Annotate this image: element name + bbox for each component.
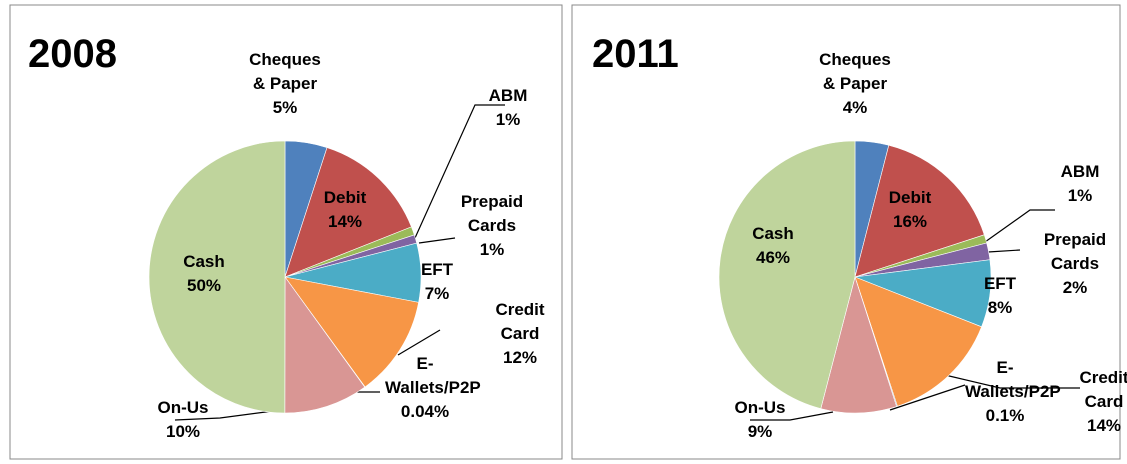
data-label: Debit 14% <box>305 186 385 234</box>
value-label: 0.1% <box>985 406 1025 425</box>
data-label: EFT 8% <box>960 272 1040 320</box>
category-label: EFT <box>983 274 1017 293</box>
panel <box>9 4 563 460</box>
panel <box>571 4 1121 460</box>
value-label: 12% <box>502 348 538 367</box>
category-label: ABM <box>1060 162 1100 181</box>
category-label: Credit Card <box>495 300 545 343</box>
pie-slice <box>284 276 419 388</box>
category-label: Credit Card <box>1079 368 1127 411</box>
data-label: Debit 16% <box>870 186 950 234</box>
category-label: Cash <box>752 224 794 243</box>
value-label: 2% <box>1062 278 1088 297</box>
category-label: EFT <box>420 260 454 279</box>
value-label: 9% <box>747 422 773 441</box>
data-label: Cheques & Paper 4% <box>815 48 895 120</box>
pie-slice <box>718 140 856 409</box>
category-label: Cash <box>183 252 225 271</box>
value-label: 14% <box>327 212 363 231</box>
category-label: Debit <box>888 188 932 207</box>
data-label: Cash 46% <box>733 222 813 270</box>
data-label: Prepaid Cards 1% <box>452 190 532 262</box>
value-label: 5% <box>272 98 298 117</box>
value-label: 14% <box>1086 416 1122 435</box>
category-label: Cheques & Paper <box>819 50 891 93</box>
data-label: ABM 1% <box>1040 160 1120 208</box>
category-label: ABM <box>488 86 528 105</box>
data-label: E-Wallets/P2P 0.1% <box>965 356 1061 428</box>
category-label: Prepaid Cards <box>1043 230 1107 273</box>
category-label: On-Us <box>734 398 786 417</box>
data-label: E-Wallets/P2P 0.04% <box>385 352 481 424</box>
category-label: Cheques & Paper <box>249 50 321 93</box>
chart-title: 2011 <box>592 32 679 76</box>
data-label: On-Us 10% <box>143 396 223 444</box>
category-label: Debit <box>323 188 367 207</box>
value-label: 46% <box>755 248 791 267</box>
value-label: 0.04% <box>400 402 450 421</box>
value-label: 7% <box>424 284 450 303</box>
chart-title: 2008 <box>28 32 117 76</box>
data-label: Prepaid Cards 2% <box>1035 228 1115 300</box>
value-label: 10% <box>165 422 201 441</box>
data-label: Cash 50% <box>164 250 244 298</box>
pie-slice <box>854 144 985 278</box>
category-label: On-Us <box>157 398 209 417</box>
data-label: Credit Card 14% <box>1064 366 1127 438</box>
data-label: EFT 7% <box>397 258 477 306</box>
value-label: 16% <box>892 212 928 231</box>
category-label: E-Wallets/P2P <box>965 358 1061 401</box>
value-label: 8% <box>987 298 1013 317</box>
data-label: Cheques & Paper 5% <box>245 48 325 120</box>
value-label: 1% <box>495 110 521 129</box>
data-label: ABM 1% <box>468 84 548 132</box>
leader-lines <box>174 104 1080 421</box>
value-label: 4% <box>842 98 868 117</box>
pie-slice <box>148 140 286 414</box>
pie-slice <box>284 276 366 414</box>
value-label: 1% <box>479 240 505 259</box>
data-label: On-Us 9% <box>720 396 800 444</box>
category-label: Prepaid Cards <box>460 192 524 235</box>
value-label: 1% <box>1067 186 1093 205</box>
value-label: 50% <box>186 276 222 295</box>
pie-slice <box>854 276 982 407</box>
category-label: E-Wallets/P2P <box>385 354 481 397</box>
data-label: Credit Card 12% <box>480 298 560 370</box>
pie-slice <box>284 147 412 278</box>
